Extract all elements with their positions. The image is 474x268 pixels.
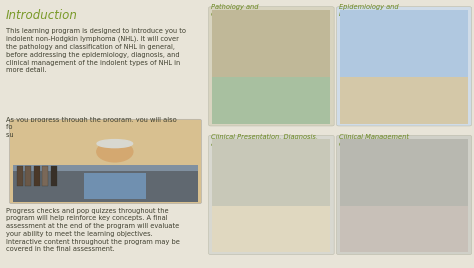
FancyBboxPatch shape <box>13 171 198 202</box>
Circle shape <box>97 142 133 162</box>
FancyBboxPatch shape <box>51 166 57 186</box>
FancyBboxPatch shape <box>212 77 330 124</box>
FancyBboxPatch shape <box>42 166 48 186</box>
FancyBboxPatch shape <box>17 166 23 186</box>
FancyBboxPatch shape <box>25 166 31 186</box>
FancyBboxPatch shape <box>337 7 472 126</box>
FancyBboxPatch shape <box>13 122 198 166</box>
FancyBboxPatch shape <box>209 7 334 126</box>
FancyBboxPatch shape <box>340 10 468 78</box>
FancyBboxPatch shape <box>9 119 201 204</box>
FancyBboxPatch shape <box>84 173 146 199</box>
Ellipse shape <box>97 140 133 148</box>
FancyBboxPatch shape <box>340 77 468 124</box>
FancyBboxPatch shape <box>13 165 198 171</box>
Text: Progress checks and pop quizzes throughout the
program will help reinforce key c: Progress checks and pop quizzes througho… <box>6 208 180 252</box>
FancyBboxPatch shape <box>212 139 330 207</box>
Text: Pathology and
classification of NHL: Pathology and classification of NHL <box>211 4 278 17</box>
Text: This learning program is designed to introduce you to
indolent non-Hodgkin lymph: This learning program is designed to int… <box>6 28 186 73</box>
FancyBboxPatch shape <box>337 135 472 255</box>
FancyBboxPatch shape <box>209 135 334 255</box>
Text: Clinical Management
of indolent NHL: Clinical Management of indolent NHL <box>339 134 409 147</box>
FancyBboxPatch shape <box>340 139 468 207</box>
FancyBboxPatch shape <box>212 10 330 78</box>
Text: Introduction: Introduction <box>6 9 78 23</box>
FancyBboxPatch shape <box>340 206 468 252</box>
FancyBboxPatch shape <box>212 206 330 252</box>
Text: Clinical Presentation, Diagnosis,
and Staging of indolent NHL: Clinical Presentation, Diagnosis, and St… <box>211 134 318 147</box>
Text: Epidemiology and
Etiology of indolent NHL: Epidemiology and Etiology of indolent NH… <box>339 4 419 17</box>
Text: As you progress through the program, you will also
follow the case of Tony Jobs,: As you progress through the program, you… <box>6 117 181 138</box>
FancyBboxPatch shape <box>34 166 40 186</box>
